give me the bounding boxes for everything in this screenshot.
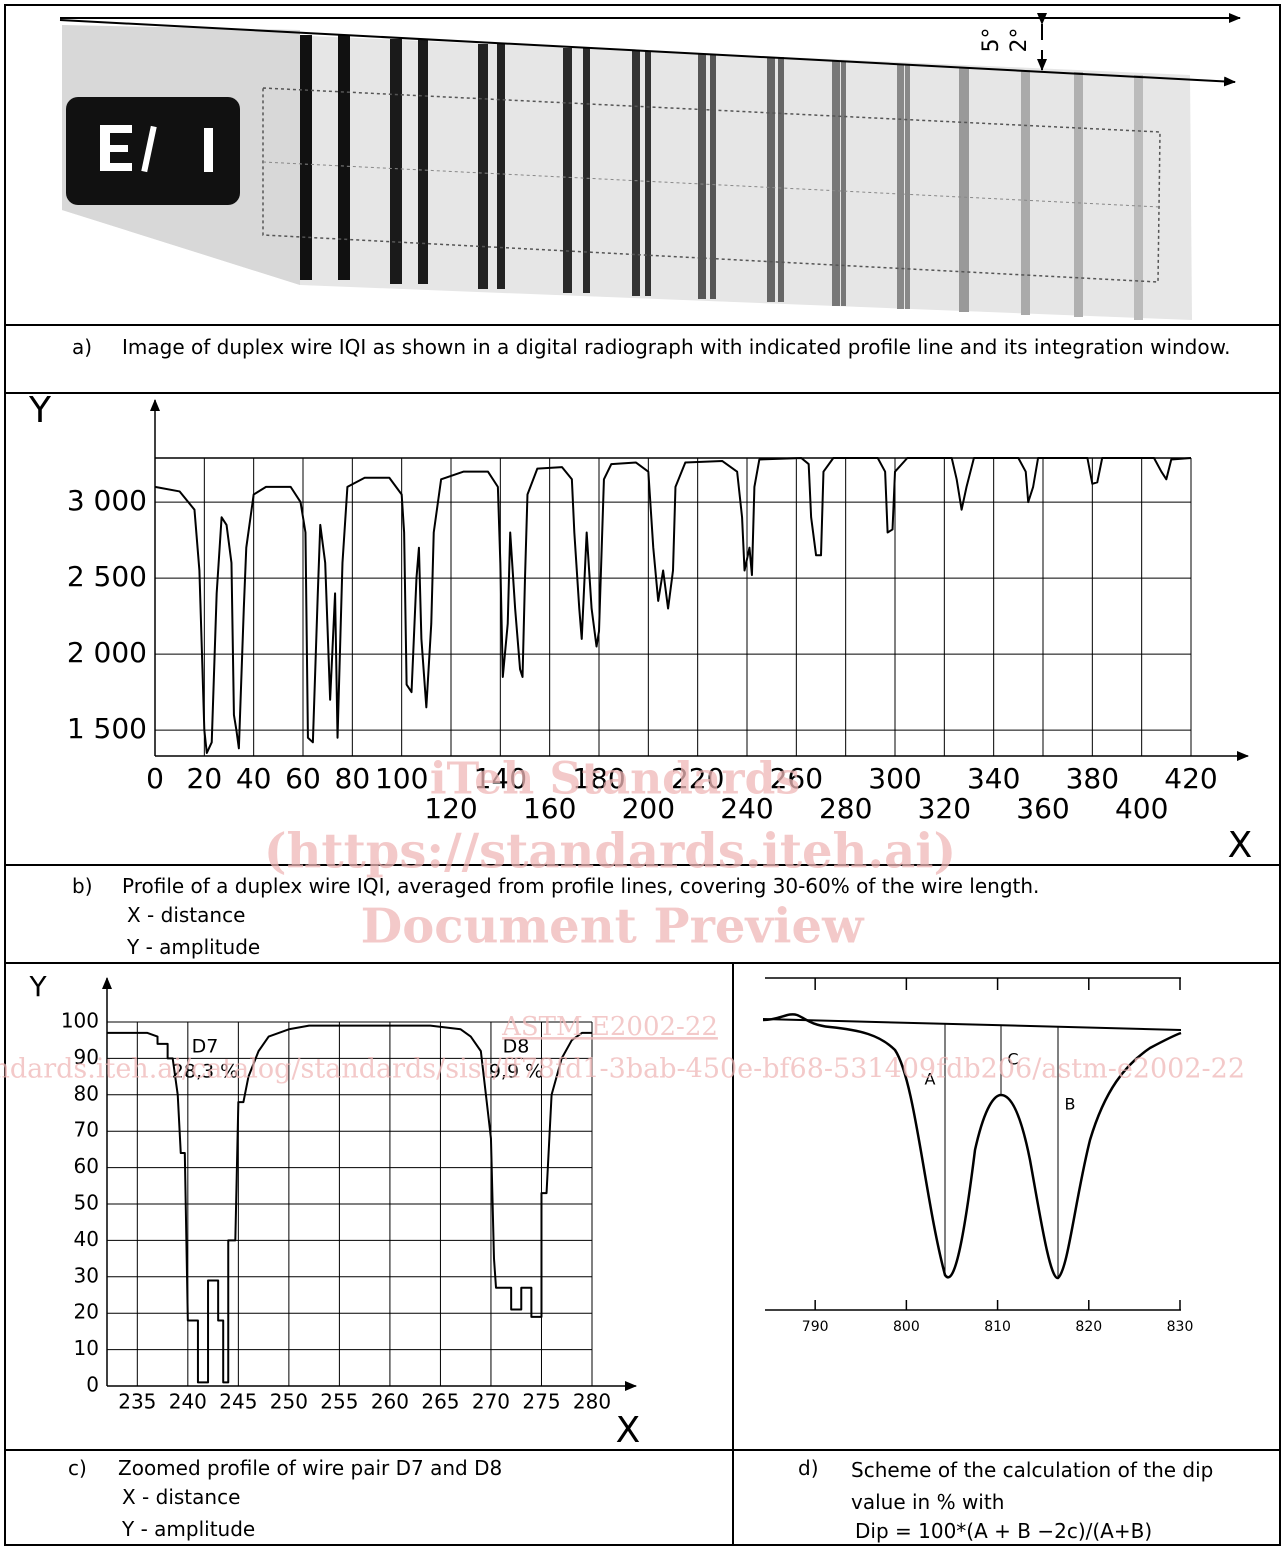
dip-scheme bbox=[762, 977, 1182, 1311]
x-tick-label: 235 bbox=[118, 1390, 156, 1414]
x-tick-label: 820 bbox=[1075, 1319, 1102, 1335]
caption-marker: a) bbox=[72, 335, 93, 359]
radiograph: 5° 2° bbox=[59, 13, 1241, 320]
annotation: A bbox=[925, 1070, 936, 1089]
caption-key: Y - amplitude bbox=[127, 935, 261, 959]
x-tick-label: 280 bbox=[573, 1390, 611, 1414]
y-tick-label: 10 bbox=[74, 1336, 99, 1360]
x-tick-label: 800 bbox=[893, 1319, 920, 1335]
y-tick-label: 40 bbox=[74, 1227, 99, 1251]
y-tick-label: 1 500 bbox=[67, 712, 147, 745]
y-tick-label: 60 bbox=[74, 1154, 99, 1178]
watermark-line: Document Preview bbox=[361, 899, 865, 955]
x-tick-label: 160 bbox=[523, 792, 576, 825]
x-tick-label: 40 bbox=[236, 762, 272, 795]
axis-label: Y bbox=[28, 970, 47, 1003]
x-tick-label: 790 bbox=[802, 1319, 829, 1335]
x-tick-label: 320 bbox=[918, 792, 971, 825]
x-tick-label: 830 bbox=[1167, 1319, 1194, 1335]
caption-marker: d) bbox=[798, 1456, 819, 1480]
caption-key: Y - amplitude bbox=[122, 1517, 256, 1541]
charts: 0 20 40 60 80 1001201401601802002202402602803… bbox=[28, 390, 1252, 1451]
x-tick-label: 0 bbox=[146, 762, 164, 795]
caption-key: X - distance bbox=[122, 1485, 241, 1509]
caption-marker: b) bbox=[72, 874, 93, 898]
caption-formula: Dip = 100*(A + B −2c)/(A+B) bbox=[855, 1519, 1153, 1543]
x-tick-label: 340 bbox=[967, 762, 1020, 795]
x-tick-label: 240 bbox=[169, 1390, 207, 1414]
watermark-code: ASTM E2002-22 bbox=[501, 1012, 718, 1042]
y-tick-label: 50 bbox=[74, 1191, 99, 1215]
y-tick-label: 3 000 bbox=[67, 484, 147, 517]
y-tick-label: 70 bbox=[74, 1118, 99, 1142]
chart-c-axes bbox=[102, 977, 637, 1391]
x-tick-label: 380 bbox=[1066, 762, 1119, 795]
wires bbox=[300, 35, 1143, 320]
caption-text: Scheme of the calculation of the dip val… bbox=[851, 1458, 1214, 1514]
x-tick-label: 300 bbox=[868, 762, 921, 795]
x-tick-label: 260 bbox=[770, 762, 823, 795]
profile-line bbox=[107, 1024, 592, 1384]
angle-label: 2° bbox=[1007, 28, 1032, 53]
x-tick-label: 275 bbox=[522, 1390, 560, 1414]
x-tick-label: 250 bbox=[270, 1390, 308, 1414]
y-tick-label: 80 bbox=[74, 1081, 99, 1105]
x-tick-label: 360 bbox=[1016, 792, 1069, 825]
x-tick-label: 255 bbox=[320, 1390, 358, 1414]
x-tick-label: 240 bbox=[720, 792, 773, 825]
x-tick-label: 265 bbox=[421, 1390, 459, 1414]
x-tick-label: 100 bbox=[375, 762, 428, 795]
annotation: 9,9 % bbox=[489, 1061, 543, 1083]
x-tick-label: 80 bbox=[335, 762, 371, 795]
caption-text: Zoomed profile of wire pair D7 and D8 bbox=[118, 1456, 503, 1480]
annotation: C bbox=[1007, 1050, 1018, 1069]
annotation: D7 bbox=[192, 1036, 219, 1058]
x-tick-label: 260 bbox=[371, 1390, 409, 1414]
y-tick-label: 2 000 bbox=[67, 636, 147, 669]
x-tick-label: 20 bbox=[187, 762, 223, 795]
annotation: D8 bbox=[503, 1036, 530, 1058]
x-tick-label: 180 bbox=[572, 762, 625, 795]
x-tick-label: 220 bbox=[671, 762, 724, 795]
y-tick-label: 2 500 bbox=[67, 560, 147, 593]
x-tick-label: 200 bbox=[622, 792, 675, 825]
axis-label: X bbox=[616, 1410, 641, 1451]
x-tick-label: 400 bbox=[1115, 792, 1168, 825]
profile-line bbox=[154, 457, 1192, 754]
caption-text: Image of duplex wire IQI as shown in a d… bbox=[122, 335, 1231, 359]
caption-text: Profile of a duplex wire IQI, averaged f… bbox=[122, 874, 1040, 898]
x-tick-label: 120 bbox=[424, 792, 477, 825]
annotation: 28,3 % bbox=[172, 1061, 238, 1083]
y-tick-label: 100 bbox=[61, 1009, 99, 1033]
caption-key: X - distance bbox=[127, 903, 246, 927]
x-tick-label: 60 bbox=[285, 762, 321, 795]
axis-label: X bbox=[1228, 825, 1253, 866]
x-tick-label: 140 bbox=[474, 762, 527, 795]
y-tick-label: 30 bbox=[74, 1263, 99, 1287]
angle-label: 5° bbox=[979, 28, 1004, 53]
annotation: B bbox=[1065, 1095, 1076, 1114]
x-tick-label: 810 bbox=[984, 1319, 1011, 1335]
axis-label: Y bbox=[28, 390, 52, 431]
x-tick-label: 280 bbox=[819, 792, 872, 825]
y-tick-label: 20 bbox=[74, 1300, 99, 1324]
frame bbox=[4, 4, 1281, 1546]
y-tick-label: 90 bbox=[74, 1045, 99, 1069]
x-tick-label: 420 bbox=[1164, 762, 1217, 795]
x-tick-label: 270 bbox=[472, 1390, 510, 1414]
x-tick-label: 245 bbox=[219, 1390, 257, 1414]
y-tick-label: 0 bbox=[86, 1373, 99, 1397]
caption-marker: c) bbox=[68, 1456, 87, 1480]
